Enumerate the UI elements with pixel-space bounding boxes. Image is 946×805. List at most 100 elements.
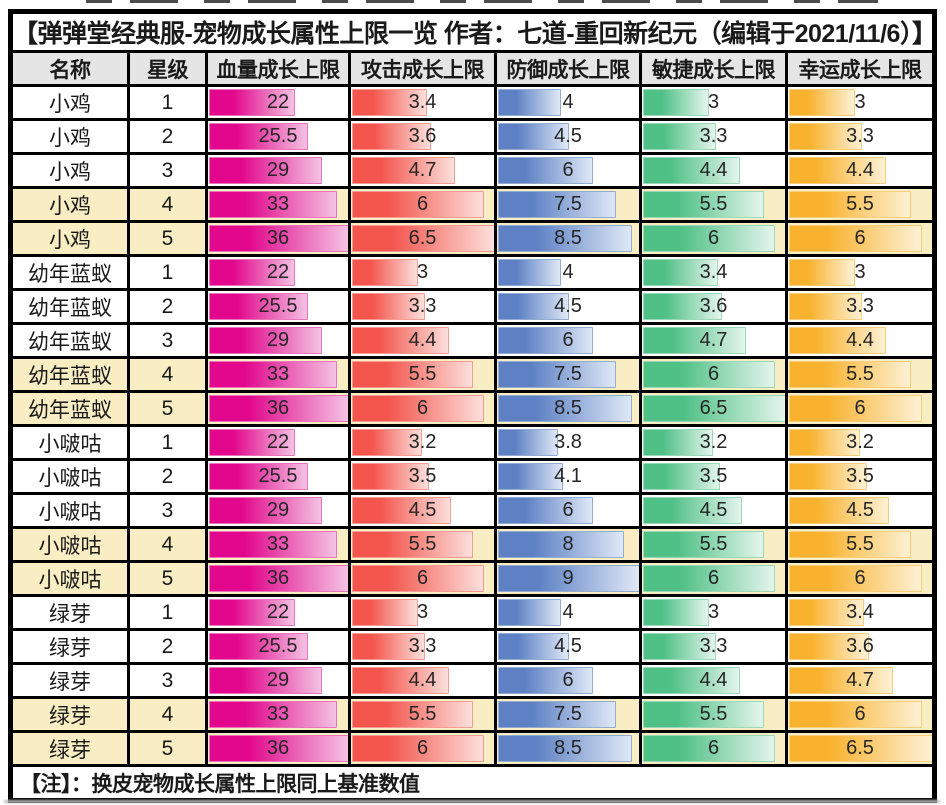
luck-growth-cell: 3.6	[788, 631, 932, 662]
defense-value: 6	[562, 499, 574, 521]
pet-name-cell: 小鸡	[13, 87, 127, 118]
attack-growth-cell: 3	[351, 597, 494, 628]
column-header-agility: 敏捷成长上限	[642, 53, 785, 84]
defense-data-bar	[498, 123, 569, 150]
attack-data-bar	[352, 327, 449, 354]
luck-value: 5.5	[846, 193, 874, 215]
agility-data-bar	[643, 123, 716, 150]
attack-data-bar	[352, 531, 473, 558]
star-level-cell: 5	[130, 223, 205, 254]
hp-growth-cell: 36	[208, 223, 348, 254]
luck-value: 3	[854, 261, 866, 283]
attack-data-bar	[352, 667, 449, 694]
hp-data-bar	[209, 225, 348, 252]
luck-value: 3	[854, 91, 866, 113]
table-title: 【弹弹堂经典服-宠物成长属性上限一览 作者：七道-重回新纪元（编辑于2021/1…	[13, 14, 932, 50]
attack-growth-cell: 3.2	[351, 427, 494, 458]
hp-data-bar	[209, 191, 338, 218]
hp-value: 33	[266, 703, 290, 725]
hp-data-bar	[209, 89, 295, 116]
agility-value: 3.4	[699, 261, 728, 283]
luck-value: 6.5	[846, 737, 874, 759]
hp-growth-cell: 29	[208, 325, 348, 356]
attack-data-bar	[352, 497, 451, 524]
attack-value: 5.5	[408, 533, 437, 555]
defense-value: 8.5	[554, 397, 582, 419]
attack-growth-cell: 4.4	[351, 325, 494, 356]
agility-growth-cell: 6	[642, 733, 785, 764]
hp-value: 36	[266, 567, 290, 589]
agility-data-bar	[643, 293, 723, 320]
luck-value: 3.3	[846, 125, 874, 147]
hp-data-bar	[209, 429, 295, 456]
pet-name-cell: 小鸡	[13, 223, 127, 254]
defense-growth-cell: 9	[497, 563, 639, 594]
luck-growth-cell: 3	[788, 87, 932, 118]
attack-value: 3.2	[408, 431, 437, 453]
star-level-cell: 5	[130, 563, 205, 594]
agility-data-bar	[643, 89, 709, 116]
hp-growth-cell: 25.5	[208, 461, 348, 492]
defense-growth-cell: 3.8	[497, 427, 639, 458]
pet-name-cell: 幼年蓝蚁	[13, 393, 127, 424]
luck-growth-cell: 6	[788, 563, 932, 594]
agility-growth-cell: 6	[642, 359, 785, 390]
luck-data-bar	[789, 429, 860, 456]
defense-value: 4	[562, 601, 574, 623]
luck-growth-cell: 3.2	[788, 427, 932, 458]
agility-value: 5.5	[699, 193, 728, 215]
agility-value: 3.3	[699, 635, 728, 657]
attack-value: 3.3	[408, 295, 437, 317]
agility-data-bar	[643, 735, 775, 762]
hp-growth-cell: 22	[208, 87, 348, 118]
hp-value: 22	[266, 91, 290, 113]
star-level-cell: 1	[130, 597, 205, 628]
hp-growth-cell: 22	[208, 257, 348, 288]
defense-growth-cell: 4.5	[497, 631, 639, 662]
defense-growth-cell: 8	[497, 529, 639, 560]
luck-growth-cell: 3.3	[788, 291, 932, 322]
attack-growth-cell: 3.4	[351, 87, 494, 118]
attack-data-bar	[352, 735, 484, 762]
hp-growth-cell: 33	[208, 359, 348, 390]
pet-name-cell: 幼年蓝蚁	[13, 359, 127, 390]
defense-growth-cell: 4	[497, 87, 639, 118]
hp-data-bar	[209, 293, 309, 320]
attack-growth-cell: 3.6	[351, 121, 494, 152]
attack-value: 4.4	[408, 329, 437, 351]
agility-growth-cell: 4.4	[642, 665, 785, 696]
hp-value: 29	[266, 669, 290, 691]
defense-value: 7.5	[554, 363, 582, 385]
defense-growth-cell: 4.5	[497, 121, 639, 152]
hp-data-bar	[209, 463, 309, 490]
pet-name-cell: 小鸡	[13, 121, 127, 152]
agility-value: 6	[707, 363, 720, 385]
pet-name-cell: 小啵咕	[13, 495, 127, 526]
hp-value: 33	[266, 193, 290, 215]
star-level-cell: 2	[130, 461, 205, 492]
luck-growth-cell: 4.7	[788, 665, 932, 696]
attack-growth-cell: 3.3	[351, 631, 494, 662]
hp-value: 29	[266, 159, 290, 181]
defense-value: 7.5	[554, 193, 582, 215]
pet-name-cell: 小啵咕	[13, 529, 127, 560]
luck-data-bar	[789, 735, 932, 762]
luck-value: 4.5	[846, 499, 874, 521]
pet-name-cell: 绿芽	[13, 665, 127, 696]
agility-data-bar	[643, 327, 747, 354]
star-level-cell: 4	[130, 189, 205, 220]
hp-growth-cell: 29	[208, 665, 348, 696]
agility-data-bar	[643, 429, 714, 456]
agility-value: 4.4	[699, 669, 728, 691]
column-header-luck: 幸运成长上限	[788, 53, 932, 84]
hp-value: 36	[266, 397, 290, 419]
attack-growth-cell: 5.5	[351, 359, 494, 390]
luck-data-bar	[789, 463, 867, 490]
hp-value: 22	[266, 431, 290, 453]
defense-value: 4	[562, 261, 574, 283]
defense-data-bar	[498, 191, 617, 218]
luck-growth-cell: 3.4	[788, 597, 932, 628]
defense-value: 8.5	[554, 227, 582, 249]
agility-value: 4.4	[699, 159, 728, 181]
star-level-cell: 4	[130, 699, 205, 730]
